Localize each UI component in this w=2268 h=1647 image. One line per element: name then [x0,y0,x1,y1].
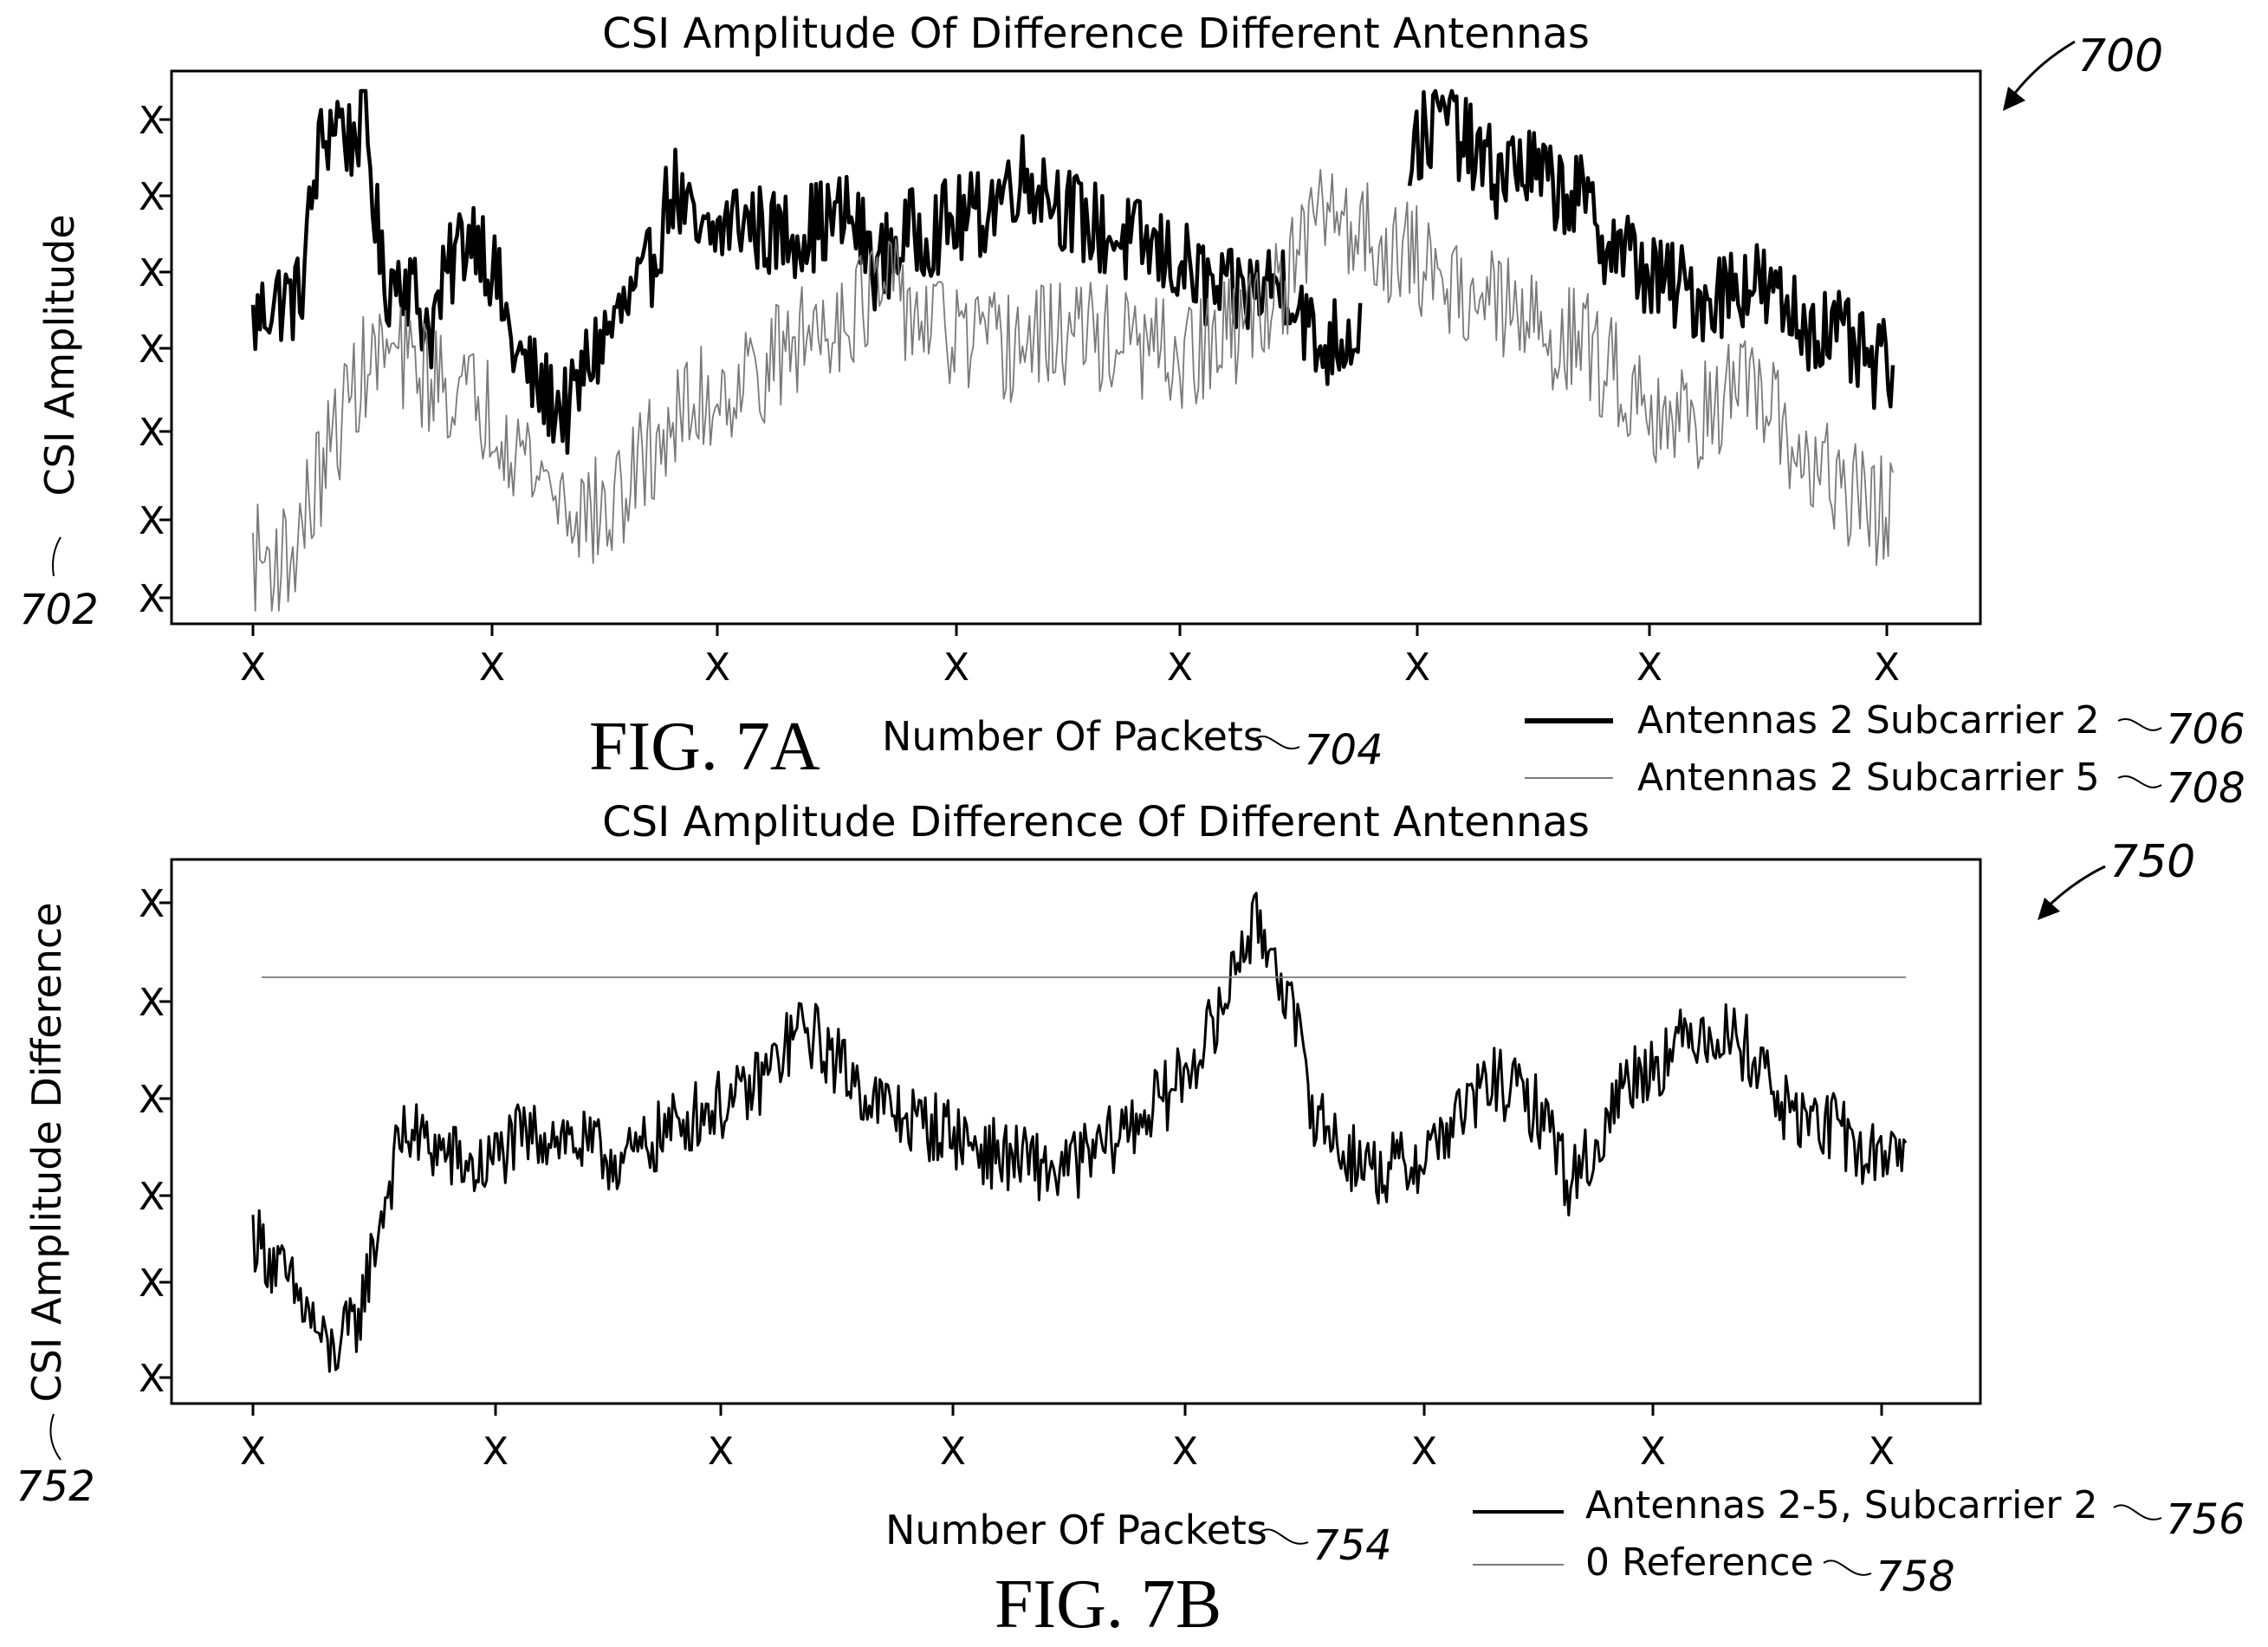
fig7a-legend-leader [2117,775,2162,788]
fig7b-ylabel-leader [49,1413,62,1461]
fig7a-x-tick-label: X [1404,645,1430,690]
fig7a-legend-label: Antennas 2 Subcarrier 5 [1637,755,2100,800]
fig7b-y-tick-label: X [139,1175,165,1219]
fig7b-xlabel-leader [1260,1528,1309,1545]
fig7a-legend-ref: 708 [2166,764,2245,813]
fig7a-x-tick-label: X [240,645,266,690]
fig7a-series-line-2 [252,169,1894,612]
fig7b-legend-item: 0 Reference 758 [1473,1540,1955,1601]
fig7b-y-tick-label: X [139,981,165,1025]
fig7a-y-tick-label: X [139,499,165,543]
fig7a-y-tick-label: X [139,411,165,455]
fig7a-figure-label: FIG. 7A [589,709,820,785]
fig7a-x-axis-label: Number Of Packets [882,713,1264,760]
fig7a-y-tick-label: X [139,251,165,295]
fig7b-x-tick-label: X [708,1430,734,1474]
fig7a-series-group [250,88,1895,612]
fig7a-x-tick-label: X [704,645,730,690]
fig7b-figure-label: FIG. 7B [995,1566,1221,1643]
fig7b-x-tick-label: X [240,1430,266,1474]
fig7b-series-group [251,892,1908,1373]
fig7b-title: CSI Amplitude Difference Of Different An… [602,798,1590,846]
fig7b-legend: Antennas 2-5, Subcarrier 2 756 0 Referen… [1473,1483,2245,1601]
fig7b-figure-ref: 750 [2109,836,2195,888]
fig7b-x-tick-label: X [483,1430,509,1474]
fig7b-x-tick-label: X [940,1430,966,1474]
fig7a-x-tick-label: X [479,645,505,690]
fig7a-figure-arrowhead [2003,87,2025,111]
fig7b-x-tick-label: X [1172,1430,1198,1474]
fig7a-x-tick-label: X [943,645,969,690]
fig7a-y-tick-label: X [139,175,165,219]
fig7b-series-line-1 [251,892,1908,1373]
fig7b-legend-leader [1823,1559,1872,1576]
fig7a-y-axis-label: CSI Amplitude [36,214,83,496]
fig7a-legend: Antennas 2 Subcarrier 2 706 Antennas 2 S… [1525,698,2245,813]
fig7a-legend-item: Antennas 2 Subcarrier 5 708 [1525,755,2245,813]
fig7b-legend-ref: 758 [1876,1553,1955,1601]
fig7a-ylabel-ref: 702 [19,586,99,634]
fig7a-x-tick-label: X [1167,645,1193,690]
fig7b-legend-label: 0 Reference [1585,1540,1814,1585]
fig7a-y-tick-label: X [139,577,165,621]
fig7b-y-tick-label: X [139,1357,165,1401]
fig7a-legend-item: Antennas 2 Subcarrier 2 706 [1525,698,2245,754]
fig7b-y-axis-label: CSI Amplitude Difference [23,903,70,1403]
fig7a-title: CSI Amplitude Of Difference Different An… [602,10,1590,58]
fig7b-x-tick-label: X [1869,1430,1895,1474]
fig7a-x-tick-label: X [1636,645,1662,690]
fig7a-y-tick-label: X [139,327,165,372]
fig7a-y-tick-label: X [139,99,165,143]
fig7a-series-line-1 [250,88,1895,455]
fig7b-ylabel-ref: 752 [16,1462,95,1511]
fig7a-legend-ref: 706 [2166,705,2245,754]
fig7a-chart: CSI Amplitude Of Difference Different An… [19,10,2245,813]
fig7a-xlabel-ref: 704 [1304,726,1383,775]
fig7b-figure-arrowhead [2038,898,2060,920]
fig7b-y-tick-label: X [139,882,165,926]
fig7a-legend-leader [2117,718,2162,731]
fig7b-plot-frame [170,858,1982,1405]
fig7a-legend-label: Antennas 2 Subcarrier 2 [1637,698,2100,742]
fig7b-xlabel-ref: 754 [1312,1521,1392,1570]
fig7b-legend-ref: 756 [2166,1495,2245,1544]
fig7b-y-tick-label: X [139,1261,165,1306]
fig7a-figure-ref: 700 [2077,30,2163,82]
fig7b-y-tick-label: X [139,1078,165,1122]
fig7b-legend-item: Antennas 2-5, Subcarrier 2 756 [1473,1483,2245,1544]
fig7b-x-tick-label: X [1640,1430,1666,1474]
fig7a-x-tick-label: X [1874,645,1900,690]
fig7b-legend-label: Antennas 2-5, Subcarrier 2 [1585,1483,2097,1527]
fig7b-x-tick-label: X [1411,1430,1437,1474]
fig7b-chart: CSI Amplitude Difference Of Different An… [16,798,2245,1643]
fig7a-ylabel-leader [52,536,62,577]
fig7a-xlabel-leader [1255,736,1300,749]
fig7b-legend-leader [2113,1504,2162,1521]
fig7b-x-axis-label: Number Of Packets [885,1507,1267,1553]
fig7a-plot-frame [170,69,1982,626]
fig7a-figure-arrow [2006,40,2076,103]
